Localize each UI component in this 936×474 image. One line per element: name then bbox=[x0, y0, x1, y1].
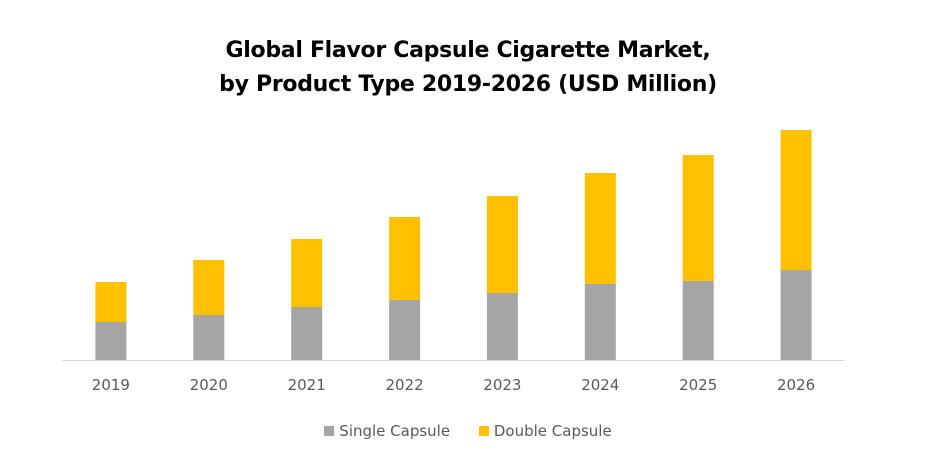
legend-swatch-single-capsule bbox=[324, 426, 335, 436]
bar-single-capsule-2021 bbox=[291, 307, 323, 360]
bar-double-capsule-2019 bbox=[95, 282, 127, 322]
bar-double-capsule-2024 bbox=[584, 173, 616, 284]
x-tick-label-2023: 2023 bbox=[483, 376, 521, 394]
bar-single-capsule-2022 bbox=[389, 300, 421, 360]
chart-title-line1: Global Flavor Capsule Cigarette Market, bbox=[225, 38, 711, 63]
legend-item-single-capsule: Single Capsule bbox=[324, 422, 450, 440]
chart-title: Global Flavor Capsule Cigarette Market, … bbox=[0, 34, 936, 102]
legend-label-single-capsule: Single Capsule bbox=[339, 422, 451, 440]
bar-single-capsule-2020 bbox=[193, 315, 225, 360]
bar-single-capsule-2025 bbox=[682, 281, 714, 360]
chart-title-line2: by Product Type 2019-2026 (USD Million) bbox=[219, 72, 717, 97]
bar-double-capsule-2023 bbox=[486, 196, 518, 293]
legend-label-double-capsule: Double Capsule bbox=[493, 422, 612, 440]
x-tick-label-2024: 2024 bbox=[581, 376, 619, 394]
bar-double-capsule-2026 bbox=[780, 130, 812, 270]
x-tick-label-2021: 2021 bbox=[288, 376, 326, 394]
x-tick-label-2020: 2020 bbox=[190, 376, 228, 394]
bar-single-capsule-2019 bbox=[95, 322, 127, 360]
bar-double-capsule-2022 bbox=[389, 217, 421, 300]
x-tick-label-2022: 2022 bbox=[386, 376, 424, 394]
x-tick-labels: 2019 2020 2021 2022 2023 2024 2025 2026 bbox=[92, 376, 815, 394]
bar-double-capsule-2020 bbox=[193, 260, 225, 315]
x-tick-label-2026: 2026 bbox=[777, 376, 815, 394]
legend: Single Capsule Double Capsule bbox=[0, 422, 936, 440]
bar-double-capsule-2025 bbox=[682, 155, 714, 281]
bar-double-capsule-2021 bbox=[291, 239, 323, 307]
legend-item-double-capsule: Double Capsule bbox=[478, 422, 612, 440]
bar-single-capsule-2023 bbox=[486, 293, 518, 360]
bars-group bbox=[95, 130, 812, 360]
legend-swatch-double-capsule bbox=[478, 426, 489, 436]
bar-single-capsule-2024 bbox=[584, 284, 616, 360]
x-tick-label-2019: 2019 bbox=[92, 376, 130, 394]
bar-single-capsule-2026 bbox=[780, 270, 812, 360]
x-tick-label-2025: 2025 bbox=[679, 376, 717, 394]
